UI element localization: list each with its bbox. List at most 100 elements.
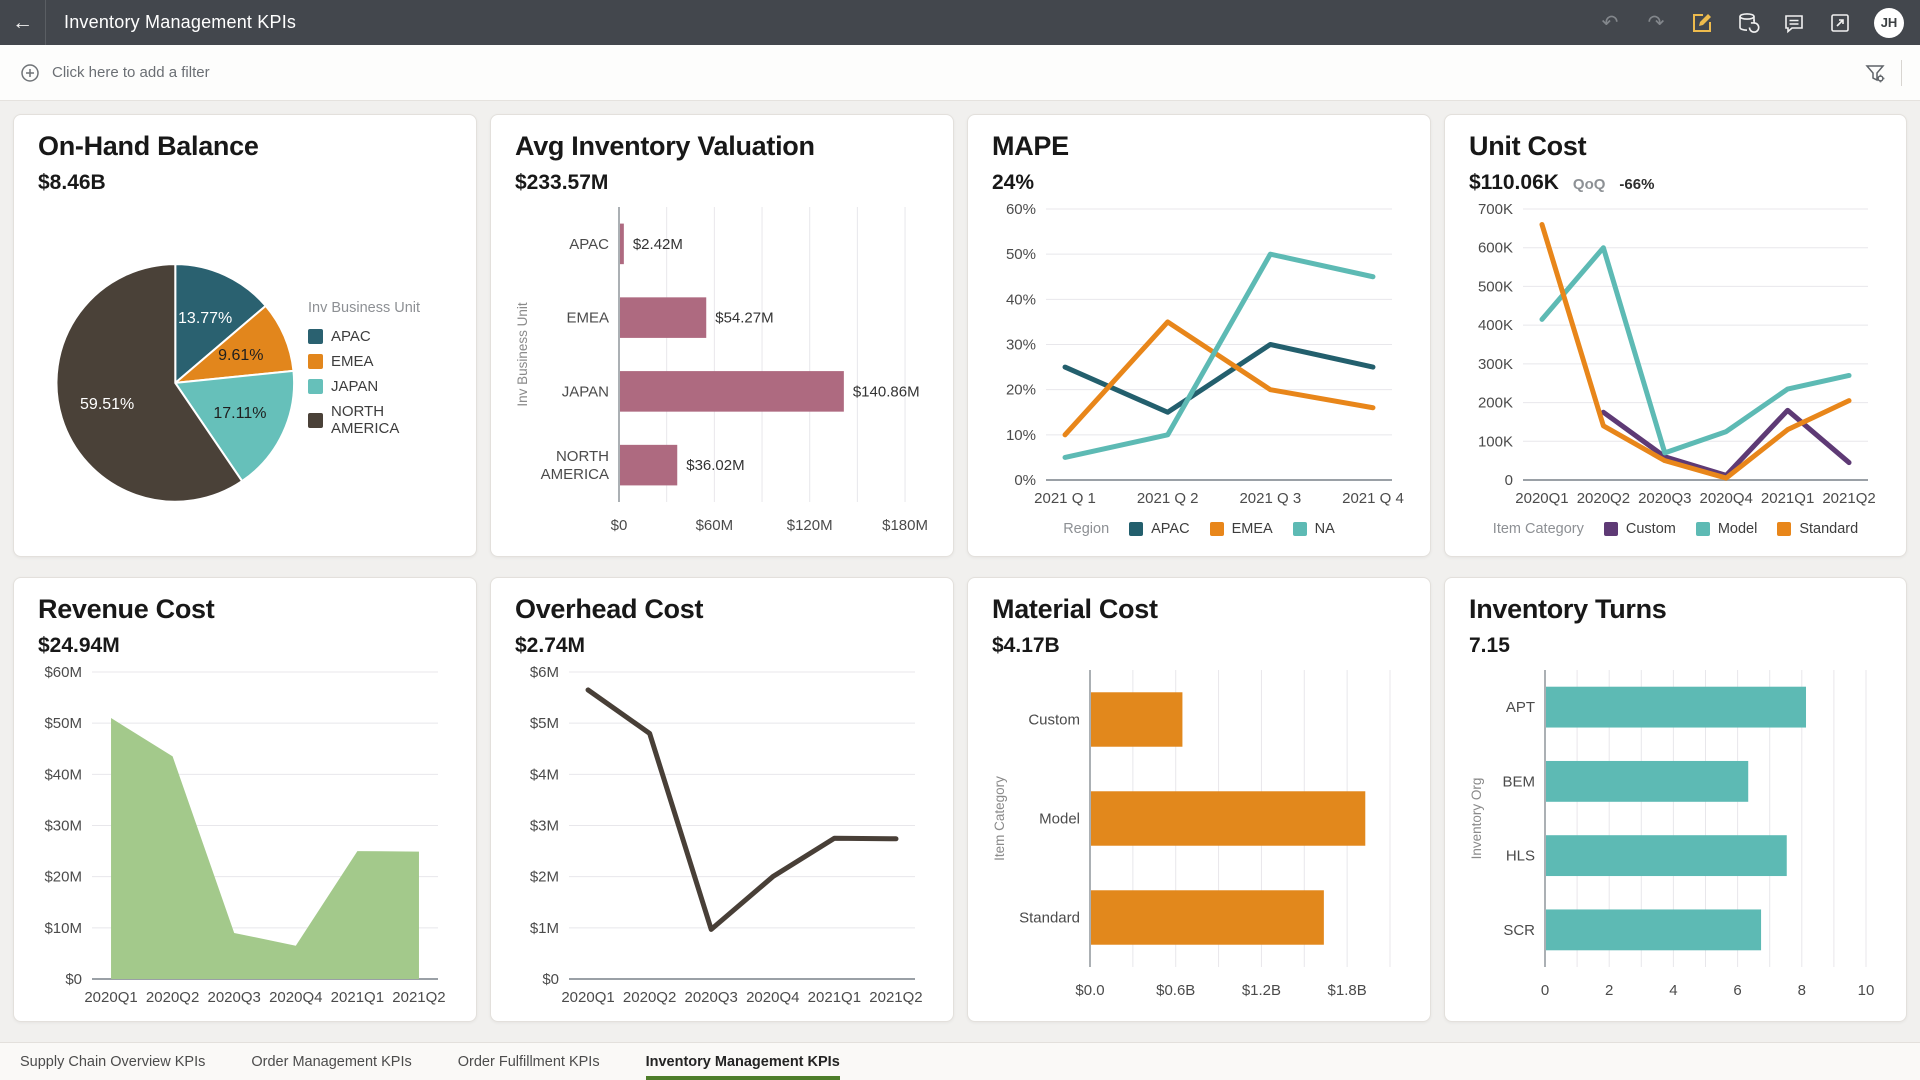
bar-SCR[interactable] <box>1546 909 1762 951</box>
tab-order-fulfillment-kpis[interactable]: Order Fulfillment KPIs <box>457 1053 600 1070</box>
unit-cost-line-chart[interactable]: 0 100K 200K 300K 400K 500K 600K 700K 2020Q1 2020Q… <box>1469 199 1882 546</box>
filter-bar: Click here to add a filter <box>0 45 1920 101</box>
kpi-card-overhead-cost: Overhead Cost $2.74M $0 $1M $2M $3M $4M $5M $6… <box>490 577 954 1022</box>
back-button[interactable]: ← <box>0 0 46 45</box>
legend-title: Inv Business Unit <box>308 300 421 316</box>
inventory-turns-bar-chart[interactable]: APT BEM HLS SCR 0 2 4 6 8 10 Inventory Org <box>1469 662 1882 1011</box>
redo-icon[interactable]: ↷ <box>1647 11 1665 34</box>
svg-text:6: 6 <box>1733 982 1741 999</box>
svg-text:700K: 700K <box>1478 201 1513 218</box>
card-title: Inventory Turns <box>1469 594 1667 624</box>
avg-inventory-valuation-bar-chart[interactable]: APAC $2.42M EMEA $54.27M JAPAN $140.86M NORTH A… <box>515 199 929 546</box>
add-filter-button[interactable]: Click here to add a filter <box>18 61 210 85</box>
svg-text:2021 Q 4: 2021 Q 4 <box>1342 490 1404 507</box>
refresh-data-icon[interactable] <box>1736 11 1760 35</box>
svg-text:$2.42M: $2.42M <box>633 236 683 253</box>
bar-Custom[interactable] <box>1091 692 1183 747</box>
svg-text:8: 8 <box>1798 982 1806 999</box>
bar-BEM[interactable] <box>1546 760 1749 802</box>
svg-text:Standard: Standard <box>1019 910 1080 927</box>
svg-text:20%: 20% <box>1006 382 1036 399</box>
legend-swatch <box>308 329 323 344</box>
line-series-Overhead Cost[interactable] <box>585 687 899 932</box>
svg-text:2020Q1: 2020Q1 <box>84 989 137 1006</box>
card-value: $4.17B <box>992 634 1060 657</box>
legend-swatch <box>308 354 323 369</box>
legend-item-Model[interactable]: Model <box>1695 521 1757 537</box>
legend-item-Custom[interactable]: Custom <box>1603 521 1676 537</box>
svg-text:2020Q1: 2020Q1 <box>1515 490 1568 507</box>
bar-JAPAN[interactable] <box>620 371 844 412</box>
tab-order-management-kpis[interactable]: Order Management KPIs <box>251 1053 412 1070</box>
svg-text:4: 4 <box>1669 982 1677 999</box>
svg-text:Model: Model <box>1039 811 1080 828</box>
svg-text:2020Q4: 2020Q4 <box>746 989 799 1006</box>
svg-text:2021 Q 2: 2021 Q 2 <box>1137 490 1199 507</box>
bar-APAC[interactable] <box>620 223 624 265</box>
svg-text:2021Q2: 2021Q2 <box>1822 490 1875 507</box>
legend-item-APAC[interactable]: APAC <box>308 328 452 345</box>
svg-text:$0.6B: $0.6B <box>1156 982 1195 999</box>
user-avatar[interactable]: JH <box>1874 7 1904 38</box>
card-title: Avg Inventory Valuation <box>515 131 815 161</box>
pie-slice-JAPAN[interactable] <box>173 369 296 483</box>
svg-text:2020Q2: 2020Q2 <box>146 989 199 1006</box>
line-series-NA[interactable] <box>1062 251 1376 460</box>
line-series-APAC[interactable] <box>1062 342 1376 415</box>
card-title: Material Cost <box>992 594 1158 624</box>
kpi-card-unit-cost: Unit Cost $110.06K QoQ -66% 0 100K 200K 300… <box>1444 114 1907 557</box>
svg-text:$1.2B: $1.2B <box>1242 982 1281 999</box>
overhead-cost-line-chart[interactable]: $0 $1M $2M $3M $4M $5M $6M 2020Q1 2020Q2 2020Q3 20… <box>515 662 929 1011</box>
legend-item-JAPAN[interactable]: JAPAN <box>308 378 452 395</box>
on-hand-balance-pie-chart[interactable]: 13.77% 9.61% 17.11% 59.51% Inv Business Unit… <box>38 199 452 546</box>
card-title: MAPE <box>992 131 1069 161</box>
svg-text:Item Category: Item Category <box>992 776 1007 861</box>
mape-line-chart[interactable]: 0% 10% 20% 30% 40% 50% 60% 2021 Q 1 2021 Q 2 2021… <box>992 199 1406 546</box>
pie-slice-APAC[interactable] <box>174 263 268 386</box>
card-title: Revenue Cost <box>38 594 215 624</box>
line-series-Standard[interactable] <box>1539 221 1852 481</box>
bar-Model[interactable] <box>1091 791 1366 846</box>
bar-EMEA[interactable] <box>620 297 707 338</box>
card-value: $8.46B <box>38 171 106 194</box>
svg-text:$140.86M: $140.86M <box>853 383 920 400</box>
popout-icon[interactable] <box>1828 11 1852 35</box>
svg-text:2021 Q 3: 2021 Q 3 <box>1239 490 1301 507</box>
comment-icon[interactable] <box>1782 11 1806 35</box>
svg-text:0: 0 <box>1505 472 1513 489</box>
legend-item-EMEA[interactable]: EMEA <box>308 353 452 370</box>
svg-text:9.61%: 9.61% <box>218 347 263 364</box>
svg-text:$50M: $50M <box>44 715 82 732</box>
bar-NORTH AMERICA[interactable] <box>620 444 678 486</box>
chart-legend: Region APAC EMEA NA <box>992 512 1406 546</box>
line-series-Model[interactable] <box>1539 245 1852 456</box>
svg-text:2021Q2: 2021Q2 <box>869 989 922 1006</box>
edit-icon[interactable] <box>1690 11 1714 35</box>
add-filter-label: Click here to add a filter <box>52 64 210 81</box>
bar-APT[interactable] <box>1546 686 1807 728</box>
filter-settings-icon[interactable] <box>1863 61 1887 85</box>
line-series-EMEA[interactable] <box>1062 319 1376 438</box>
undo-icon[interactable]: ↶ <box>1601 11 1619 34</box>
tab-inventory-management-kpis[interactable]: Inventory Management KPIs <box>645 1043 840 1080</box>
legend-swatch <box>1292 522 1307 536</box>
legend-item-NA[interactable]: NA <box>1292 521 1335 537</box>
svg-text:$60M: $60M <box>696 517 734 534</box>
legend-item-EMEA[interactable]: EMEA <box>1209 521 1273 537</box>
pie-slice-NORTH AMERICA[interactable] <box>55 263 244 503</box>
legend-item-Standard[interactable]: Standard <box>1777 521 1858 537</box>
legend-item-NORTH AMERICA[interactable]: NORTH AMERICA <box>308 403 452 437</box>
svg-text:0%: 0% <box>1014 472 1036 489</box>
material-cost-bar-chart[interactable]: Custom Model Standard $0.0 $0.6B $1.2B $1.8B It… <box>992 662 1406 1011</box>
tab-supply-chain-overview-kpis[interactable]: Supply Chain Overview KPIs <box>20 1053 206 1070</box>
svg-text:200K: 200K <box>1478 395 1513 412</box>
area-series[interactable] <box>111 718 419 979</box>
svg-text:$4M: $4M <box>530 766 559 783</box>
revenue-cost-area-chart[interactable]: $0 $10M $20M $30M $40M $50M $60M 2020Q1 2020Q2 20… <box>38 662 452 1011</box>
svg-text:$2M: $2M <box>530 869 559 886</box>
bar-Standard[interactable] <box>1091 890 1324 945</box>
svg-text:100K: 100K <box>1478 433 1513 450</box>
bar-HLS[interactable] <box>1546 835 1787 877</box>
legend-item-APAC[interactable]: APAC <box>1129 521 1190 537</box>
